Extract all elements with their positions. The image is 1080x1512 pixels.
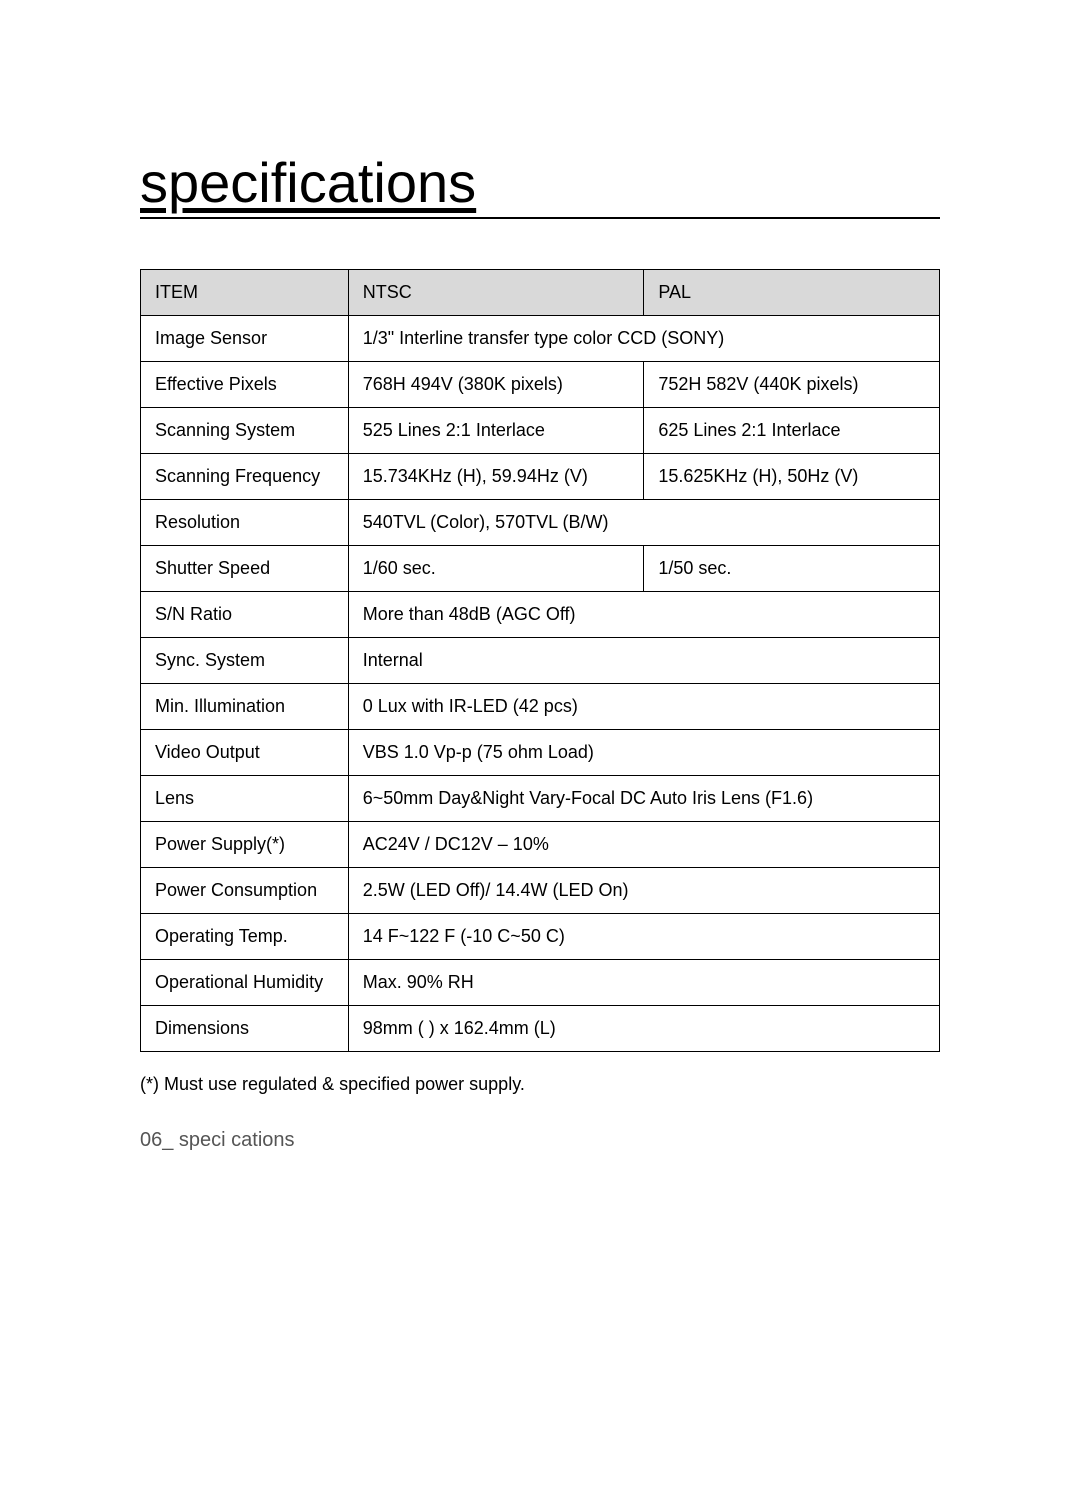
cell-label: Scanning Frequency [141,454,349,500]
cell-value-ntsc: 15.734KHz (H), 59.94Hz (V) [348,454,644,500]
table-row: Operational Humidity Max. 90% RH [141,960,940,1006]
footnote: (*) Must use regulated & specified power… [140,1074,940,1095]
header-pal: PAL [644,270,940,316]
cell-value-ntsc: 525 Lines 2:1 Interlace [348,408,644,454]
cell-value: Max. 90% RH [348,960,939,1006]
cell-value-pal: 1/50 sec. [644,546,940,592]
page-title: specifications [140,150,476,215]
cell-label: Resolution [141,500,349,546]
table-row: Power Consumption 2.5W (LED Off)/ 14.4W … [141,868,940,914]
cell-label: Power Supply(*) [141,822,349,868]
page: specifications ITEM NTSC PAL Image Senso… [0,0,1080,1512]
cell-label: S/N Ratio [141,592,349,638]
cell-value: 0 Lux with IR-LED (42 pcs) [348,684,939,730]
table-row: Shutter Speed 1/60 sec. 1/50 sec. [141,546,940,592]
cell-value-pal: 752H 582V (440K pixels) [644,362,940,408]
cell-label: Image Sensor [141,316,349,362]
table-header-row: ITEM NTSC PAL [141,270,940,316]
cell-value: 6~50mm Day&Night Vary-Focal DC Auto Iris… [348,776,939,822]
table-row: S/N Ratio More than 48dB (AGC Off) [141,592,940,638]
title-rule: specifications [140,150,940,219]
header-item: ITEM [141,270,349,316]
cell-value: 2.5W (LED Off)/ 14.4W (LED On) [348,868,939,914]
cell-label: Sync. System [141,638,349,684]
table-row: Video Output VBS 1.0 Vp-p (75 ohm Load) [141,730,940,776]
table-row: Image Sensor 1/3" Interline transfer typ… [141,316,940,362]
cell-value: AC24V / DC12V – 10% [348,822,939,868]
table-row: Scanning System 525 Lines 2:1 Interlace … [141,408,940,454]
cell-value: 540TVL (Color), 570TVL (B/W) [348,500,939,546]
cell-value-pal: 15.625KHz (H), 50Hz (V) [644,454,940,500]
cell-value-ntsc: 768H 494V (380K pixels) [348,362,644,408]
table-row: Power Supply(*) AC24V / DC12V – 10% [141,822,940,868]
header-ntsc: NTSC [348,270,644,316]
table-row: Scanning Frequency 15.734KHz (H), 59.94H… [141,454,940,500]
cell-label: Lens [141,776,349,822]
cell-value-ntsc: 1/60 sec. [348,546,644,592]
table-row: Dimensions 98mm ( ) x 162.4mm (L) [141,1006,940,1052]
cell-value: VBS 1.0 Vp-p (75 ohm Load) [348,730,939,776]
cell-value-pal: 625 Lines 2:1 Interlace [644,408,940,454]
cell-value: 14 F~122 F (-10 C~50 C) [348,914,939,960]
cell-value: Internal [348,638,939,684]
table-row: Resolution 540TVL (Color), 570TVL (B/W) [141,500,940,546]
table-row: Operating Temp. 14 F~122 F (-10 C~50 C) [141,914,940,960]
spec-table: ITEM NTSC PAL Image Sensor 1/3" Interlin… [140,269,940,1052]
table-row: Lens 6~50mm Day&Night Vary-Focal DC Auto… [141,776,940,822]
cell-label: Operational Humidity [141,960,349,1006]
table-row: Effective Pixels 768H 494V (380K pixels)… [141,362,940,408]
cell-label: Operating Temp. [141,914,349,960]
cell-label: Effective Pixels [141,362,349,408]
cell-label: Min. Illumination [141,684,349,730]
cell-label: Scanning System [141,408,349,454]
cell-label: Power Consumption [141,868,349,914]
cell-label: Video Output [141,730,349,776]
cell-label: Shutter Speed [141,546,349,592]
cell-value: 98mm ( ) x 162.4mm (L) [348,1006,939,1052]
table-row: Sync. System Internal [141,638,940,684]
cell-value: 1/3" Interline transfer type color CCD (… [348,316,939,362]
table-row: Min. Illumination 0 Lux with IR-LED (42 … [141,684,940,730]
page-footer: 06_ speci cations [140,1129,295,1152]
cell-label: Dimensions [141,1006,349,1052]
cell-value: More than 48dB (AGC Off) [348,592,939,638]
